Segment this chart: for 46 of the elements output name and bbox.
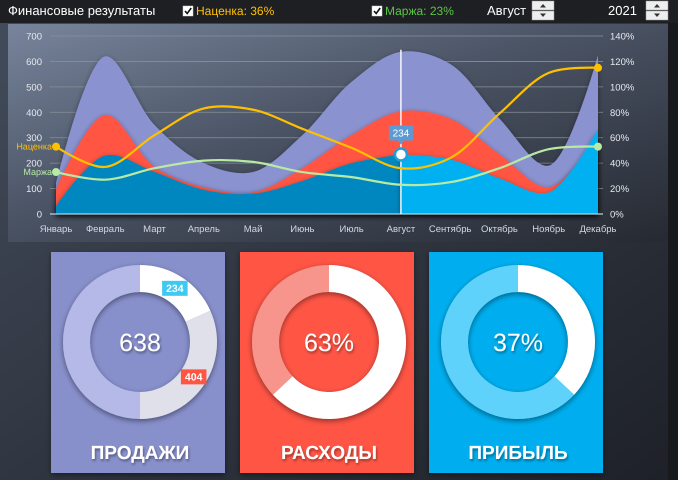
y2-tick-label: 40% bbox=[610, 158, 630, 170]
y-tick-label: 500 bbox=[26, 82, 42, 94]
text: Наценка: 36% bbox=[196, 4, 275, 18]
text: РАСХОДЫ bbox=[280, 443, 378, 464]
y-tick-label: 700 bbox=[26, 32, 42, 42]
series-label: Наценка bbox=[16, 142, 52, 152]
text: ПРИБЫЛЬ bbox=[468, 443, 568, 464]
x-tick-label: Август bbox=[386, 224, 416, 235]
y-tick-label: 100 bbox=[26, 184, 42, 196]
y2-tick-label: 80% bbox=[610, 108, 630, 119]
y2-tick-label: 140% bbox=[610, 32, 635, 42]
text: 63% bbox=[304, 329, 354, 357]
text: Август bbox=[487, 3, 526, 18]
y-tick-label: 400 bbox=[26, 108, 42, 119]
x-tick-label: Июнь bbox=[290, 224, 314, 235]
y-tick-label: 200 bbox=[26, 158, 42, 170]
text: 638 bbox=[119, 329, 161, 357]
text: ПРОДАЖИ bbox=[90, 443, 190, 464]
y2-tick-label: 20% bbox=[610, 184, 630, 196]
x-tick-label: Ноябрь bbox=[532, 224, 566, 235]
x-tick-label: Сентябрь bbox=[428, 224, 472, 235]
x-tick-label: Октябрь bbox=[481, 224, 518, 235]
y2-tick-label: 100% bbox=[610, 82, 635, 94]
series-label: Маржа bbox=[23, 167, 52, 178]
donut-slice bbox=[272, 265, 406, 419]
x-tick-label: Декабрь bbox=[579, 224, 617, 235]
text: Маржа: 23% bbox=[385, 4, 454, 18]
x-tick-label: Май bbox=[244, 224, 262, 235]
y2-tick-label: 0% bbox=[610, 210, 624, 220]
donut-slice bbox=[441, 265, 574, 419]
x-tick-label: Январь bbox=[40, 224, 72, 235]
y-tick-label: 600 bbox=[26, 56, 42, 68]
y-tick-label: 300 bbox=[26, 133, 42, 144]
annotation: 234 bbox=[392, 128, 410, 140]
data-label: 234 bbox=[166, 283, 184, 296]
data-label: 404 bbox=[184, 372, 203, 384]
x-tick-label: Апрель bbox=[188, 224, 220, 235]
text: 37% bbox=[492, 329, 544, 357]
text: 2021 bbox=[608, 3, 637, 18]
y2-tick-label: 120% bbox=[610, 56, 635, 68]
x-tick-label: Февраль bbox=[86, 224, 125, 235]
x-tick-label: Март bbox=[143, 224, 167, 235]
chart-title: Финансовые результаты bbox=[8, 3, 156, 18]
y2-tick-label: 60% bbox=[610, 133, 630, 144]
y-tick-label: 0 bbox=[36, 210, 42, 220]
x-tick-label: Июль bbox=[340, 224, 364, 235]
